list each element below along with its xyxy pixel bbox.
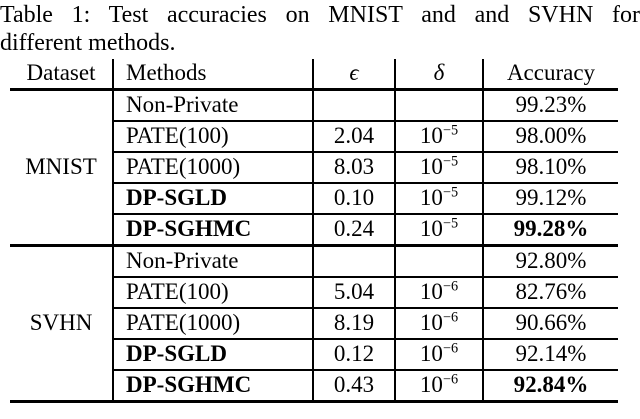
table-row: PATE(1000) 8.03 10−5 98.10% [10,152,618,184]
epsilon-cell: 8.03 [312,152,395,184]
delta-cell: 10−6 [394,308,483,340]
epsilon-cell: 5.04 [312,277,395,309]
accuracy-cell: 99.12% [482,183,618,215]
table-row: PATE(1000) 8.19 10−6 90.66% [10,308,618,340]
delta-cell: 10−5 [394,214,483,247]
delta-exponent: −5 [442,153,459,170]
method-cell: PATE(1000) [112,152,313,184]
table-row: PATE(100) 5.04 10−6 82.76% [10,277,618,309]
accuracy-cell: 90.66% [482,308,618,340]
delta-exponent: −6 [442,340,459,357]
delta-cell: 10−5 [394,152,483,184]
delta-exponent: −6 [442,278,459,295]
delta-exponent: −5 [442,215,459,232]
method-cell: DP-SGHMC [112,214,313,247]
delta-exponent: −5 [442,184,459,201]
method-cell: DP-SGLD [112,339,313,371]
delta-exponent: −6 [442,371,459,388]
delta-cell [394,245,483,278]
accuracy-cell: 82.76% [482,277,618,309]
column-header-methods: Methods [112,59,313,91]
method-cell: DP-SGLD [112,183,313,215]
table-row: DP-SGHMC 0.43 10−6 92.84% [10,370,618,403]
column-header-dataset: Dataset [10,59,113,91]
table-caption: Table 1: Test accuracies on MNIST and an… [0,0,640,57]
method-cell: DP-SGHMC [112,370,313,403]
column-header-delta: δ [394,59,483,91]
accuracy-cell: 92.80% [482,245,618,278]
delta-cell: 10−6 [394,277,483,309]
table-row: DP-SGHMC 0.24 10−5 99.28% [10,214,618,247]
delta-exponent: −5 [442,122,459,139]
epsilon-cell: 8.19 [312,308,395,340]
epsilon-cell [312,89,395,122]
table-row: SVHN Non-Private 92.80% [10,245,618,403]
delta-cell: 10−6 [394,339,483,371]
epsilon-cell: 0.24 [312,214,395,247]
table-row: DP-SGLD 0.10 10−5 99.12% [10,183,618,215]
results-table: Dataset Methods ϵ δ Accuracy MNIST Non-P… [10,59,618,403]
epsilon-cell: 0.43 [312,370,395,403]
method-cell: PATE(1000) [112,308,313,340]
delta-cell: 10−5 [394,183,483,215]
header-row: Dataset Methods ϵ δ Accuracy [10,59,618,91]
table-row: DP-SGLD 0.12 10−6 92.14% [10,339,618,371]
delta-cell: 10−6 [394,370,483,403]
caption-line-1: Table 1: Test accuracies on MNIST and an… [0,2,640,28]
column-header-epsilon: ϵ [312,59,395,91]
epsilon-cell: 0.10 [312,183,395,215]
accuracy-cell: 98.10% [482,152,618,184]
dataset-label: MNIST [10,89,113,247]
table-row: PATE(100) 2.04 10−5 98.00% [10,121,618,153]
accuracy-cell: 99.28% [482,214,618,247]
dataset-label: SVHN [10,245,113,403]
accuracy-cell: 98.00% [482,121,618,153]
caption-line-2: different methods. [0,30,176,56]
delta-cell [394,89,483,122]
accuracy-cell: 92.84% [482,370,618,403]
delta-exponent: −6 [442,309,459,326]
epsilon-cell: 0.12 [312,339,395,371]
accuracy-cell: 99.23% [482,89,618,122]
epsilon-cell [312,245,395,278]
table-row: MNIST Non-Private 99.23% [10,89,618,247]
delta-cell: 10−5 [394,121,483,153]
method-cell: PATE(100) [112,121,313,153]
accuracy-cell: 92.14% [482,339,618,371]
method-cell: Non-Private [112,89,313,122]
epsilon-cell: 2.04 [312,121,395,153]
method-cell: PATE(100) [112,277,313,309]
column-header-accuracy: Accuracy [482,59,618,91]
method-cell: Non-Private [112,245,313,278]
